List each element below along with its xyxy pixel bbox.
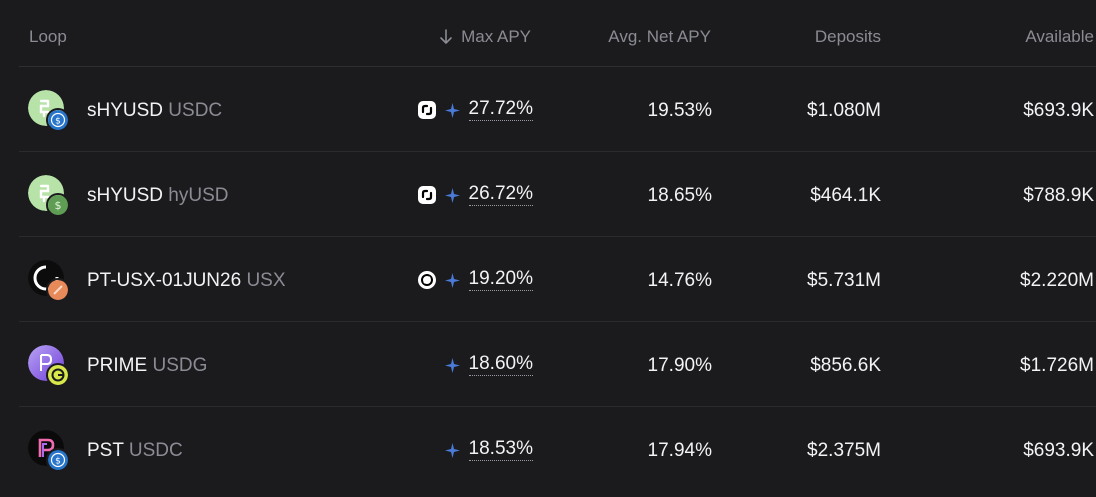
avg-net-apy-value: 19.53% <box>647 100 712 121</box>
header-loop[interactable]: Loop <box>29 27 67 46</box>
deposits-value: $2.375M <box>807 440 881 461</box>
quote-token: USDG <box>152 355 208 376</box>
base-token: sHYUSD <box>87 185 164 206</box>
base-token: PT-USX-01JUN26 <box>87 270 242 291</box>
quote-token: hyUSD <box>168 185 229 206</box>
pair-name: PST USDC <box>87 440 183 462</box>
table-row[interactable]: $ sHYUSD USDC 27.72% 19.53% $1.080M $693… <box>19 67 1096 152</box>
deposits-value: $5.731M <box>807 270 881 291</box>
usdg-icon <box>46 363 70 387</box>
max-apy-cell: 18.53% <box>444 438 533 461</box>
available-value: $2.220M <box>1020 270 1094 291</box>
header-available[interactable]: Available <box>1025 27 1094 46</box>
pair-name: PRIME USDG <box>87 355 207 377</box>
deposits-value: $1.080M <box>807 100 881 121</box>
loops-table: Loop Max APY Avg. Net APY Deposits Avail… <box>19 0 1096 491</box>
table-header: Loop Max APY Avg. Net APY Deposits Avail… <box>19 0 1096 67</box>
pair-name: sHYUSD USDC <box>87 100 222 122</box>
table-row[interactable]: PT-USX-01JUN26 USX 19.20% 14.76% $5.731M… <box>19 237 1096 322</box>
max-apy-cell: 18.60% <box>444 353 533 376</box>
svg-text:$: $ <box>55 199 62 212</box>
header-avg-net-apy[interactable]: Avg. Net APY <box>608 27 711 46</box>
loop-protocol-icon <box>417 101 436 119</box>
max-apy-cell: 26.72% <box>417 183 533 206</box>
svg-text:$: $ <box>55 117 61 127</box>
sparkle-icon <box>444 357 460 373</box>
available-value: $1.726M <box>1020 355 1094 376</box>
max-apy-value[interactable]: 18.53% <box>468 438 533 461</box>
avg-net-apy-value: 17.90% <box>647 355 712 376</box>
base-token: PRIME <box>87 355 148 376</box>
max-apy-cell: 27.72% <box>417 98 533 121</box>
max-apy-cell: 19.20% <box>417 268 533 291</box>
avg-net-apy-value: 14.76% <box>647 270 712 291</box>
available-value: $693.9K <box>1023 440 1094 461</box>
pair-name: sHYUSD hyUSD <box>87 185 228 207</box>
base-token: PST <box>87 440 124 461</box>
token-pair-icon: $ <box>28 90 70 132</box>
header-max-apy-label: Max APY <box>461 27 531 46</box>
avg-net-apy-value: 17.94% <box>647 440 712 461</box>
base-token: sHYUSD <box>87 100 164 121</box>
token-pair-icon: $ <box>28 175 70 217</box>
table-row[interactable]: $ PST USDC 18.53% 17.94% $2.375M $693.9K <box>19 407 1096 491</box>
deposits-value: $856.6K <box>810 355 881 376</box>
quote-token: USDC <box>168 100 223 121</box>
sparkle-icon <box>444 187 460 203</box>
sparkle-icon <box>444 102 460 118</box>
pair-name: PT-USX-01JUN26 USX <box>87 270 286 292</box>
max-apy-value[interactable]: 18.60% <box>468 353 533 376</box>
max-apy-value[interactable]: 26.72% <box>468 183 533 206</box>
sparkle-icon <box>444 442 460 458</box>
table-row[interactable]: $ sHYUSD hyUSD 26.72% 18.65% $464.1K $78… <box>19 152 1096 237</box>
available-value: $693.9K <box>1023 100 1094 121</box>
header-max-apy[interactable]: Max APY <box>439 27 531 47</box>
token-pair-icon <box>28 345 70 387</box>
max-apy-value[interactable]: 19.20% <box>468 268 533 291</box>
exponent-protocol-icon <box>417 271 436 289</box>
svg-text:$: $ <box>55 457 61 467</box>
token-pair-icon: $ <box>28 430 70 472</box>
max-apy-value[interactable]: 27.72% <box>468 98 533 121</box>
loop-protocol-icon <box>417 186 436 204</box>
sparkle-icon <box>444 272 460 288</box>
token-pair-icon <box>28 260 70 302</box>
quote-token: USX <box>246 270 286 291</box>
sort-down-arrow-icon <box>440 29 452 44</box>
available-value: $788.9K <box>1023 185 1094 206</box>
avg-net-apy-value: 18.65% <box>647 185 712 206</box>
header-deposits[interactable]: Deposits <box>814 27 881 46</box>
usdc-icon: $ <box>46 448 70 472</box>
deposits-value: $464.1K <box>810 185 881 206</box>
hyusd-icon: $ <box>46 193 70 217</box>
table-row[interactable]: PRIME USDG 18.60% 17.90% $856.6K $1.726M <box>19 322 1096 407</box>
usdc-icon: $ <box>46 108 70 132</box>
quote-token: USDC <box>128 440 183 461</box>
usx-icon <box>46 278 70 302</box>
